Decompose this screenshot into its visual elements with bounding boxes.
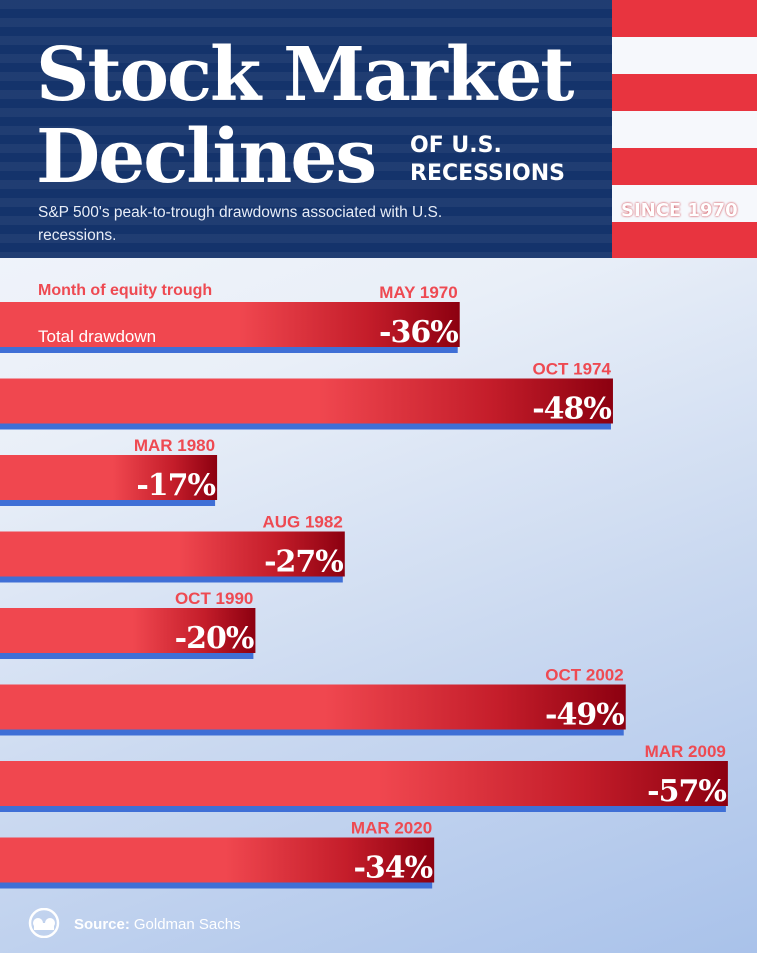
bar — [0, 455, 218, 500]
bar-group: MAY 1970 -36% — [0, 283, 460, 353]
footer: Source: Goldman Sachs — [26, 907, 241, 939]
header-banner: Stock Market Declines OF U.S. RECESSIONS… — [0, 0, 757, 258]
category-label: OCT 2002 — [545, 666, 623, 685]
bar-group: OCT 1990 -20% — [0, 589, 256, 659]
flag-stripes — [612, 0, 757, 258]
tag-line-2: RECESSIONS — [410, 161, 565, 186]
legend-total-label: Total drawdown — [38, 327, 157, 346]
bar-group: OCT 1974 -48% — [0, 360, 613, 430]
subtitle: S&P 500's peak-to-trough drawdowns assoc… — [38, 204, 443, 244]
bar-group: MAR 1980 -17% — [0, 436, 218, 506]
value-label: -17% — [136, 468, 215, 503]
value-label: -49% — [545, 698, 624, 733]
category-label: MAY 1970 — [379, 283, 457, 302]
value-label: -27% — [264, 545, 343, 580]
bar-group: OCT 2002 -49% — [0, 666, 626, 736]
since-label: SINCE 1970 — [621, 200, 738, 221]
bar — [0, 378, 613, 424]
visual-capitalist-logo-icon — [28, 908, 60, 938]
value-label: -34% — [353, 851, 432, 886]
drawdown-bar-chart: MAY 1970 -36% OCT 1974 -48% MAR 1980 -17% AUG … — [0, 283, 728, 889]
bar — [0, 837, 435, 883]
bar — [0, 608, 256, 653]
bar-group: AUG 1982 -27% — [0, 513, 345, 583]
category-label: MAR 2009 — [645, 742, 726, 761]
tag-line-1: OF U.S. — [410, 133, 502, 158]
bar — [0, 761, 728, 806]
bar-group: MAR 2020 -34% — [0, 819, 435, 889]
source-line: Source: Goldman Sachs — [74, 914, 241, 933]
legend-month-label: Month of equity trough — [38, 282, 213, 299]
category-label: AUG 1982 — [262, 513, 342, 532]
bar — [0, 684, 626, 730]
bar — [0, 302, 460, 347]
title-line-2: Declines — [36, 114, 377, 200]
title-line-1: Stock Market — [36, 32, 574, 118]
title-tag: OF U.S. RECESSIONS — [410, 132, 565, 188]
category-label: MAR 1980 — [134, 436, 215, 455]
bar — [0, 531, 345, 577]
bar-group: MAR 2009 -57% — [0, 742, 728, 812]
value-label: -57% — [647, 774, 726, 809]
source-name: Goldman Sachs — [133, 915, 241, 933]
category-label: MAR 2020 — [351, 819, 432, 838]
value-label: -20% — [175, 621, 254, 656]
value-label: -36% — [379, 315, 458, 350]
header-stripes — [0, 0, 612, 258]
value-label: -48% — [532, 392, 611, 427]
source-label: Source: — [74, 915, 130, 933]
category-label: OCT 1974 — [533, 360, 612, 379]
category-label: OCT 1990 — [175, 589, 253, 608]
